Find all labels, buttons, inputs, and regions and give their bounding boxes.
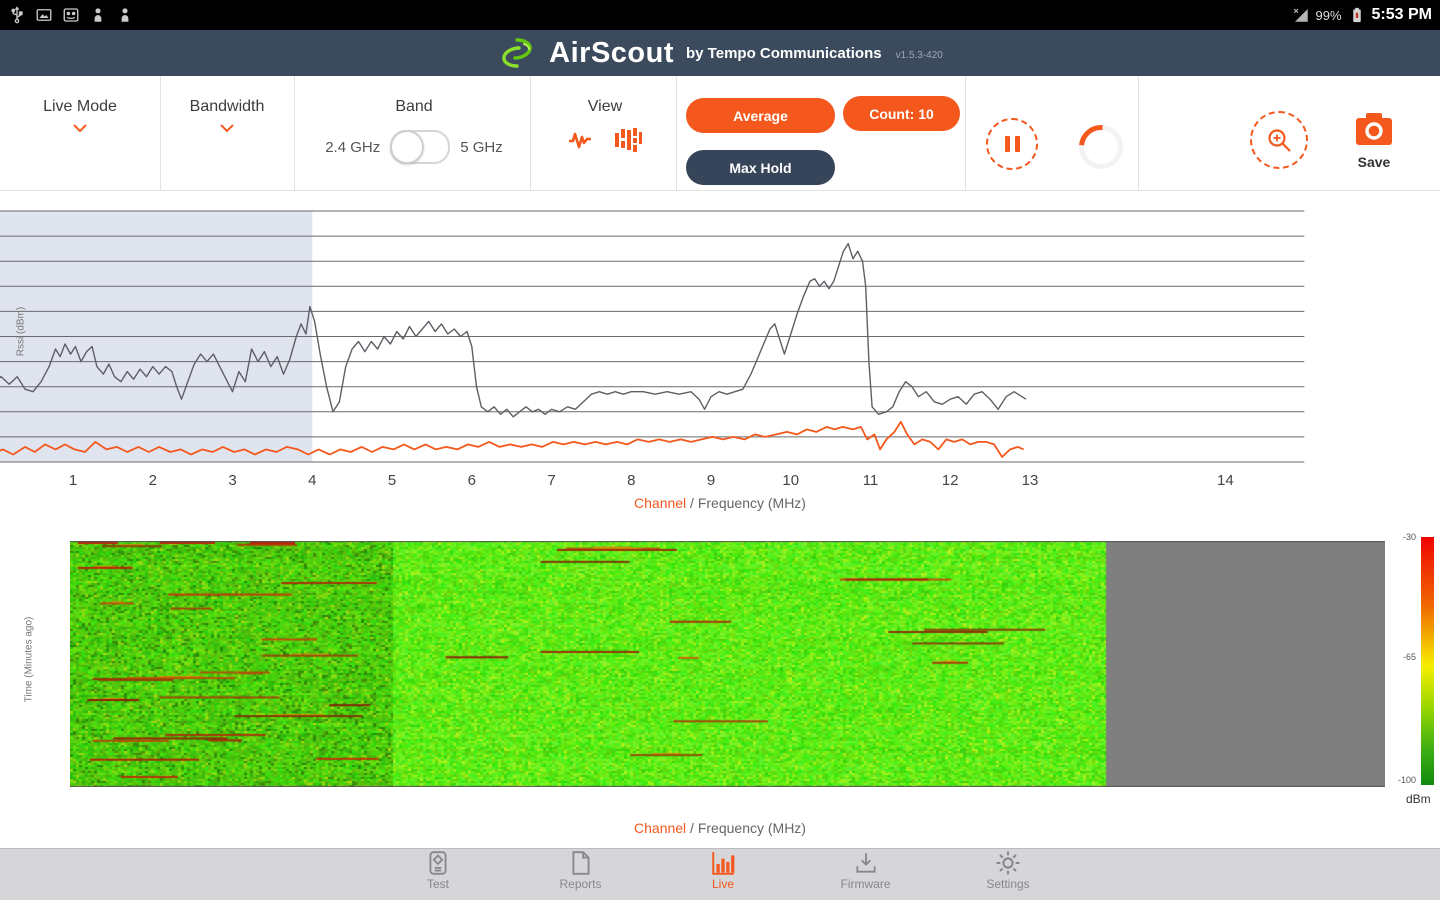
pause-icon	[1004, 136, 1020, 152]
airscout-logo-icon	[502, 38, 532, 68]
svg-text:1: 1	[69, 472, 77, 489]
dbm-color-scale	[1421, 537, 1434, 785]
svg-text:6: 6	[468, 472, 476, 489]
app-title: AirScout	[549, 36, 674, 69]
bar-chart-icon	[712, 852, 735, 875]
svg-text:12: 12	[942, 472, 959, 489]
average-button-label: Average	[733, 107, 788, 124]
nav-label: Test	[426, 877, 449, 891]
bandwidth-label: Bandwidth	[189, 98, 265, 115]
zoom-button[interactable]	[1250, 111, 1308, 169]
document-icon	[571, 851, 590, 875]
waterfall-spectrogram[interactable]	[70, 541, 1385, 787]
nav-item-settings[interactable]: Settings	[948, 850, 1068, 891]
chart-x-axis-caption: Channel / Frequency (MHz)	[0, 495, 1440, 511]
average-button[interactable]: Average	[686, 98, 835, 133]
nav-item-test[interactable]: Test	[378, 850, 498, 891]
nav-item-firmware[interactable]: Firmware	[806, 850, 926, 891]
app-header: AirScout by Tempo Communications v1.5.3-…	[0, 30, 1440, 76]
rssi-y-axis-label: Rssi (dBm)	[15, 306, 27, 357]
bandwidth-dropdown[interactable]: Bandwidth	[162, 98, 292, 133]
toggle-knob	[390, 130, 425, 164]
chevron-down-icon	[220, 124, 234, 133]
toolbar-divider	[1138, 76, 1139, 190]
camera-icon	[1356, 113, 1392, 145]
battery-percent: 99%	[1315, 7, 1342, 23]
svg-text:11: 11	[863, 472, 879, 489]
band-5ghz-label: 5 GHz	[460, 138, 503, 156]
toolbar-divider	[160, 76, 161, 190]
person-icon	[94, 8, 102, 22]
download-icon	[855, 853, 876, 873]
count-button-label: Count: 10	[869, 105, 934, 122]
waterfall-x-axis-caption: Channel / Frequency (MHz)	[0, 820, 1440, 836]
max-hold-button[interactable]: Max Hold	[686, 150, 835, 185]
pause-button[interactable]	[986, 118, 1038, 170]
svg-text:14: 14	[1217, 472, 1234, 489]
chevron-down-icon	[73, 124, 87, 133]
channel-caption: Channel	[634, 820, 687, 836]
nav-label: Settings	[986, 877, 1030, 891]
channel-caption: Channel	[634, 495, 687, 511]
waterfall-y-axis-label: Time (Minutes ago)	[23, 616, 35, 703]
svg-text:7: 7	[547, 472, 555, 489]
nav-label: Reports	[559, 877, 602, 891]
rssi-chart: 0-10-20-30-40-50-60-70-80-90-10012345678…	[0, 210, 1305, 489]
nav-label: Firmware	[840, 877, 891, 891]
band-2.4ghz-label: 2.4 GHz	[325, 138, 381, 156]
frequency-caption: / Frequency (MHz)	[686, 495, 806, 511]
svg-text:13: 13	[1022, 472, 1039, 489]
battery-icon	[1352, 7, 1361, 23]
band-toggle[interactable]	[390, 130, 451, 164]
svg-text:10: 10	[782, 472, 799, 489]
max-hold-button-label: Max Hold	[729, 159, 792, 176]
scale-top-label: -30	[1402, 532, 1416, 542]
scale-mid-label: -65	[1402, 652, 1416, 662]
toolbar-divider	[676, 76, 677, 190]
svg-text:5: 5	[388, 472, 396, 489]
tester-device-icon	[429, 851, 447, 875]
gallery-icon	[63, 8, 79, 22]
frequency-caption: / Frequency (MHz)	[686, 820, 806, 836]
nav-item-live[interactable]: Live	[663, 850, 783, 891]
save-button-label: Save	[1357, 154, 1391, 170]
bottom-nav-items: Test Reports Live Firmware Settings	[378, 850, 1068, 891]
scale-bottom-label: -100	[1397, 775, 1416, 785]
toolbar-divider	[965, 76, 966, 190]
person-icon	[121, 8, 129, 22]
view-section: View	[536, 98, 674, 154]
app-version: v1.5.3-420	[895, 49, 943, 61]
live-mode-dropdown[interactable]: Live Mode	[10, 98, 150, 133]
zoom-search-icon	[1268, 129, 1291, 152]
toolbar-divider	[294, 76, 295, 190]
waveform-view-icon[interactable]	[568, 127, 598, 153]
svg-text:4: 4	[308, 472, 316, 489]
screenshot-icon	[36, 9, 52, 21]
scale-unit-label: dBm	[1406, 792, 1431, 806]
nav-item-reports[interactable]: Reports	[521, 850, 641, 891]
gear-icon	[996, 851, 1020, 875]
waterfall-view-icon[interactable]	[614, 126, 642, 154]
toolbar-divider	[530, 76, 531, 190]
usb-icon	[11, 6, 23, 24]
status-bar: 99% 5:53 PM	[0, 0, 1440, 30]
clock: 5:53 PM	[1371, 6, 1432, 23]
nav-label: Live	[711, 877, 734, 891]
band-label: Band	[395, 98, 433, 115]
save-button[interactable]: Save	[1348, 112, 1400, 170]
svg-text:8: 8	[627, 472, 635, 489]
view-label: View	[587, 98, 623, 115]
status-bar-notification-icons	[0, 6, 1292, 24]
live-mode-label: Live Mode	[43, 98, 117, 115]
svg-text:2: 2	[149, 472, 157, 489]
app-byline: by Tempo Communications	[686, 44, 882, 62]
count-button[interactable]: Count: 10	[843, 96, 960, 131]
band-section: Band 2.4 GHz 5 GHz	[300, 98, 528, 164]
signal-icon	[1293, 8, 1308, 22]
svg-text:3: 3	[228, 472, 236, 489]
svg-text:9: 9	[707, 472, 715, 489]
status-bar-system-icons: 99% 5:53 PM	[1292, 6, 1440, 24]
